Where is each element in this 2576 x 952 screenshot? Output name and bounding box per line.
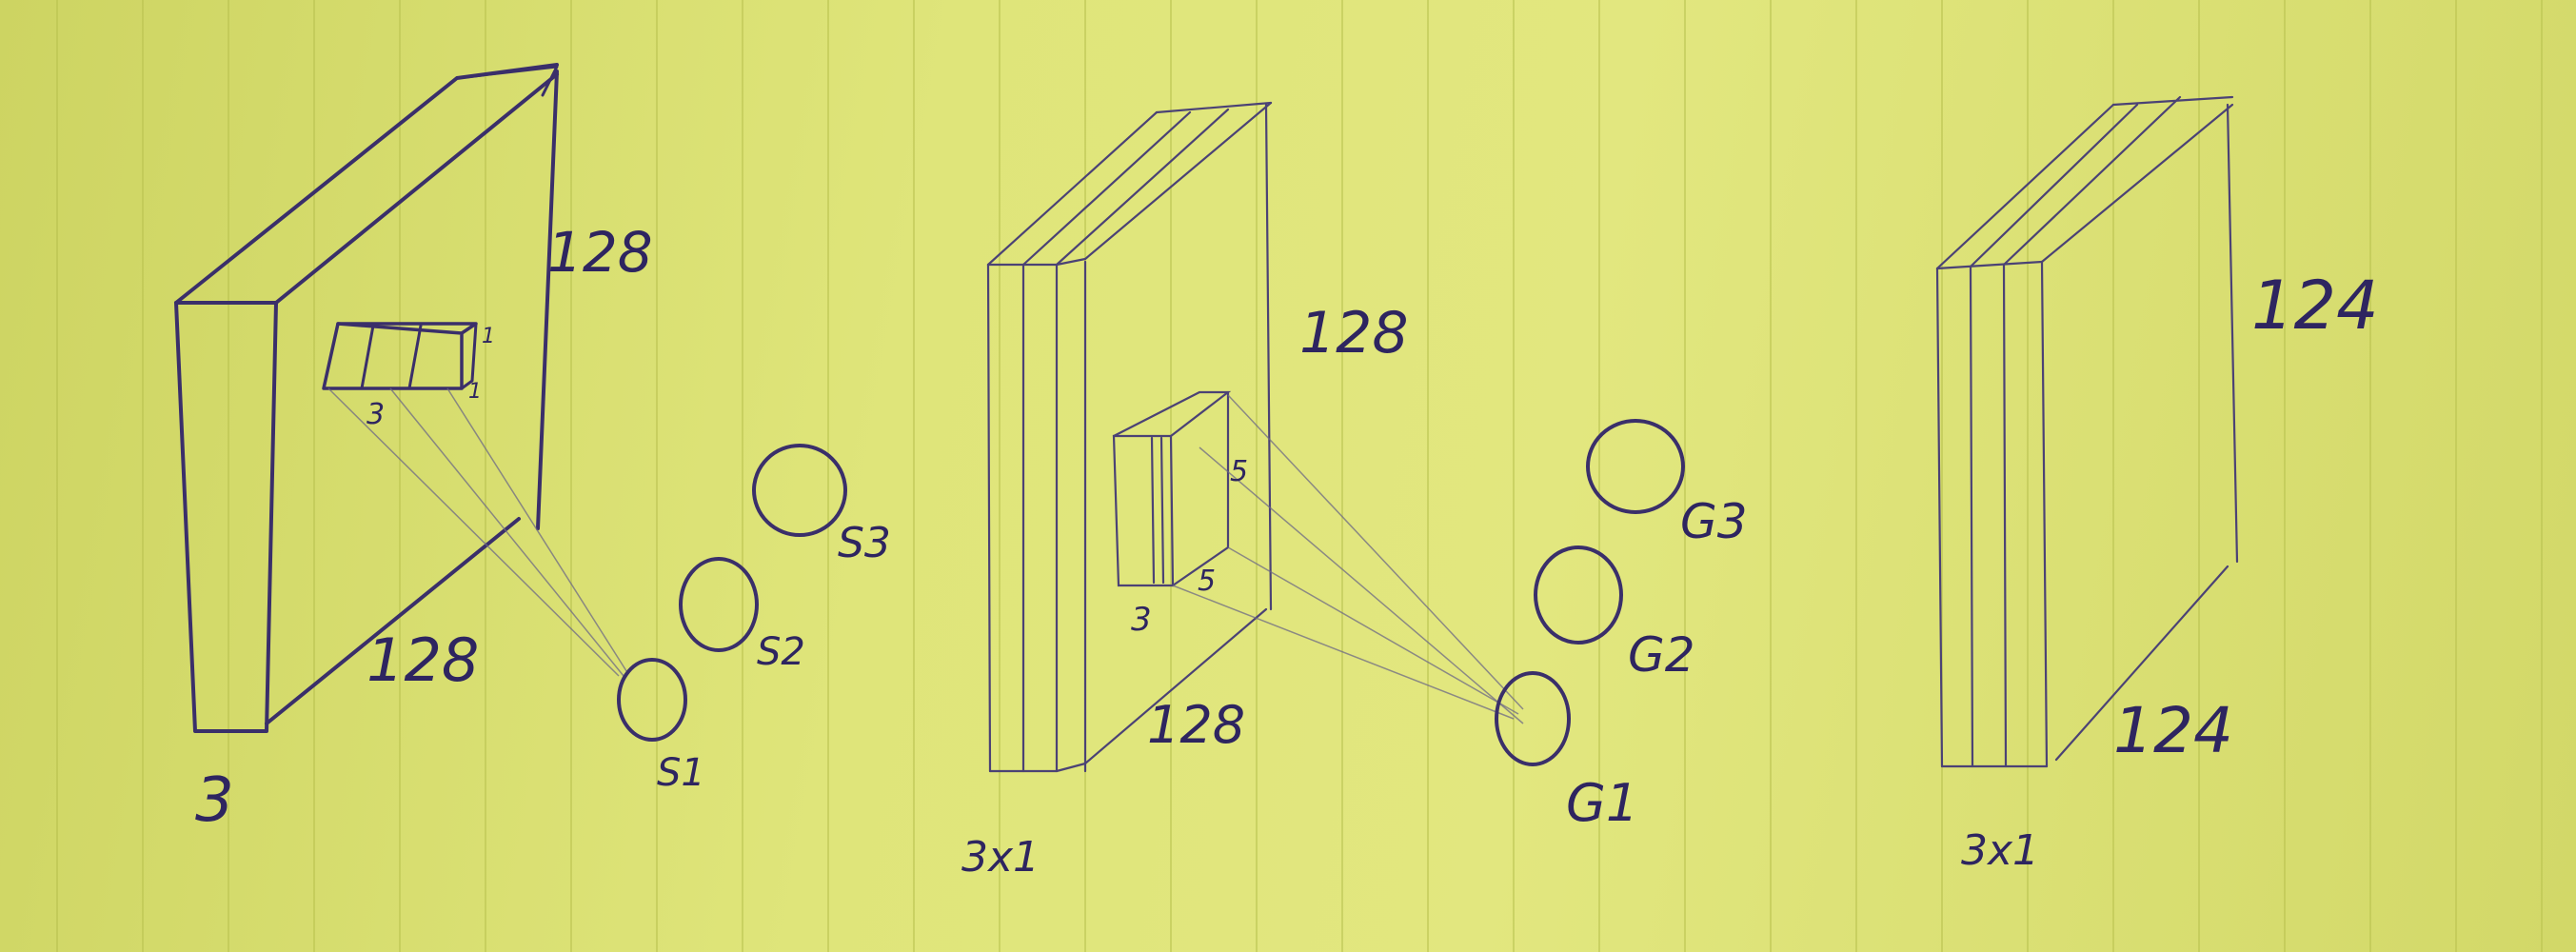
g2-label: G2	[1628, 627, 1695, 683]
paper-rules	[56, 0, 2543, 952]
volume3-height-label: 124	[2251, 267, 2379, 345]
s3-label: S3	[838, 519, 891, 567]
projection-lines-2	[1172, 394, 1524, 724]
projection-lines-1	[327, 387, 629, 677]
g3-label: G3	[1680, 494, 1748, 549]
s-outputs	[617, 444, 847, 742]
volume-1	[174, 63, 559, 733]
volume2-width-label: 128	[1147, 695, 1245, 755]
s2-neuron-circle	[679, 557, 759, 652]
volume-2	[986, 101, 1273, 773]
volume1-height-label: 128	[547, 220, 653, 285]
g3-neuron-circle	[1586, 419, 1685, 514]
g1-label: G1	[1566, 773, 1638, 833]
s1-neuron-circle	[617, 658, 687, 742]
volume-3	[1935, 95, 2239, 768]
volume3-depth-label: 3x1	[1961, 826, 2039, 875]
filter2-width-label: 5	[1198, 565, 1216, 598]
volume2-height-label: 128	[1299, 300, 1409, 367]
filter2-height-label: 5	[1230, 455, 1248, 488]
g2-neuron-circle	[1534, 545, 1623, 645]
volume1-depth-label: 3	[195, 765, 234, 836]
g-outputs	[1495, 419, 1685, 766]
filter1-height-label: 1	[482, 325, 495, 348]
volume3-width-label: 124	[2113, 694, 2233, 767]
volume1-width-label: 128	[367, 625, 479, 695]
filter1-depth-label: 1	[468, 380, 482, 404]
g1-neuron-circle	[1495, 671, 1571, 766]
s1-label: S1	[657, 751, 705, 795]
volume2-depth-label: 3x1	[961, 833, 1040, 882]
filter1-width-label: 3	[367, 398, 385, 431]
filter-1	[322, 322, 478, 390]
filter2-depth-label: 3	[1131, 601, 1152, 639]
s3-neuron-circle	[752, 444, 847, 537]
s2-label: S2	[757, 630, 805, 674]
